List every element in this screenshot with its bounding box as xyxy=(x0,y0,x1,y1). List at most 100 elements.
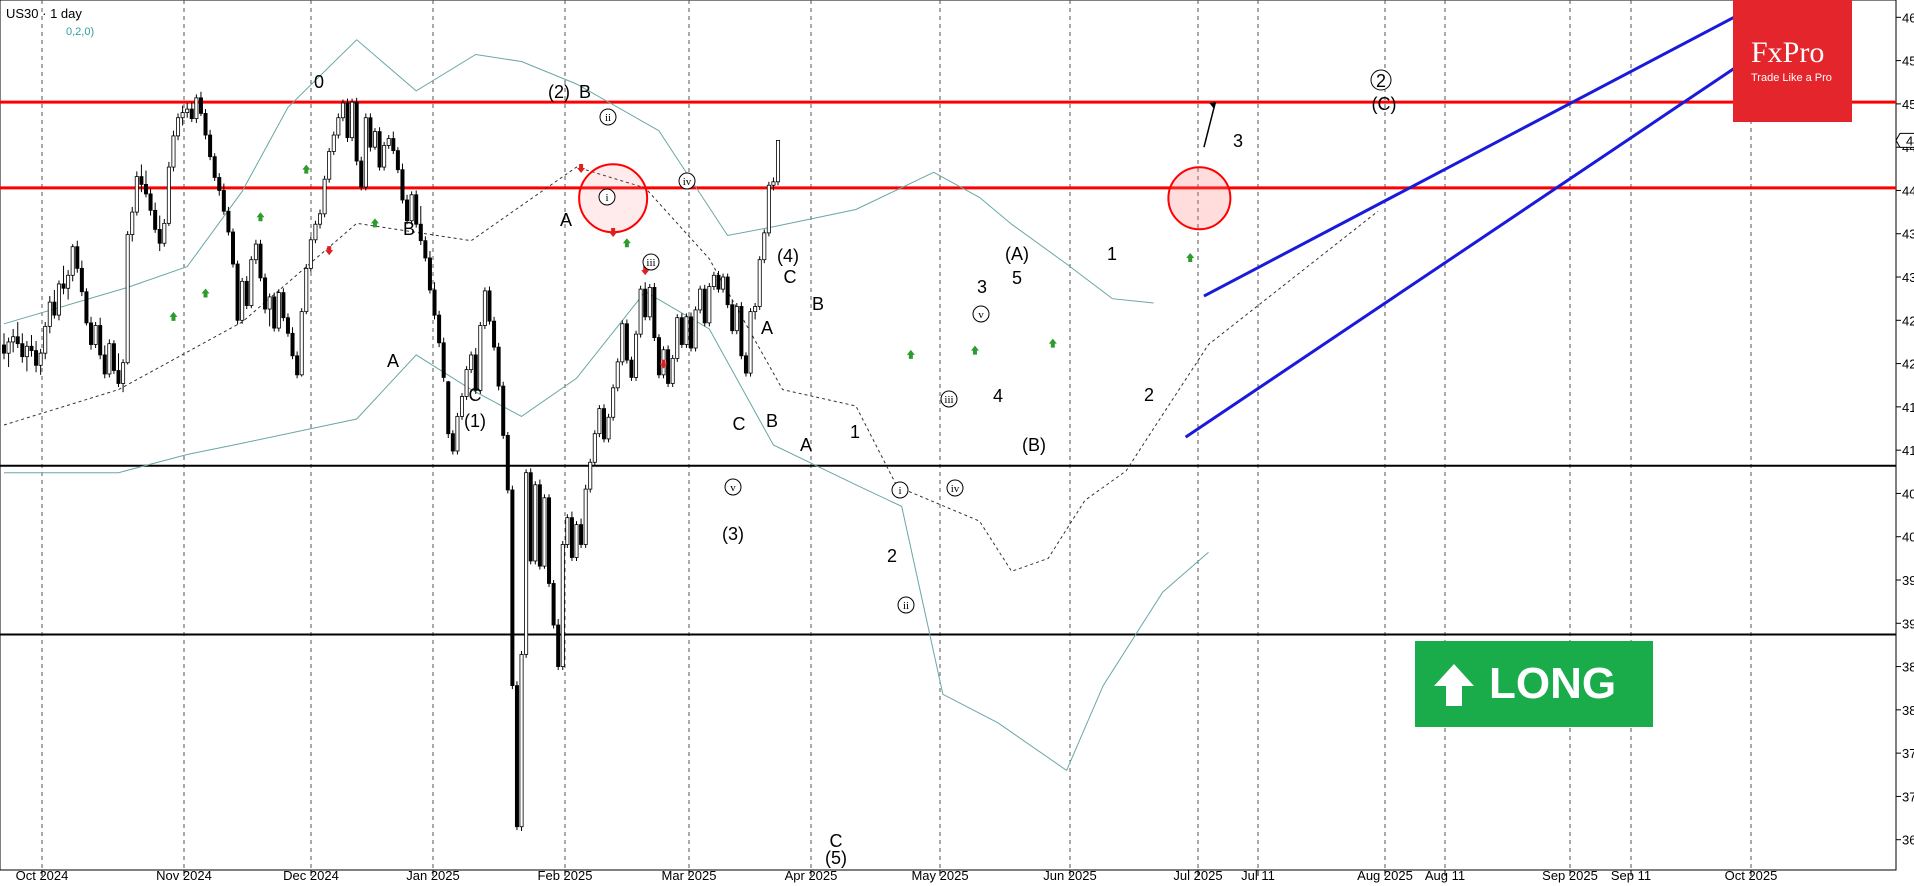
candle xyxy=(162,222,167,244)
candle xyxy=(47,301,52,327)
y-tick-label: 38500 xyxy=(1902,660,1914,675)
candle xyxy=(730,304,735,332)
candle xyxy=(386,138,391,146)
wave-circle xyxy=(678,172,696,190)
plot-frame xyxy=(0,0,1897,871)
candle xyxy=(299,311,304,376)
candle xyxy=(771,181,776,186)
logo-brand: FxPro xyxy=(1751,36,1825,69)
wave-label: C xyxy=(733,414,746,434)
x-tick-label: Jun 2025 xyxy=(1043,868,1097,883)
bollinger-middle-band xyxy=(3,166,1379,572)
candle xyxy=(464,369,469,397)
candle xyxy=(579,524,584,545)
candle xyxy=(20,343,25,358)
x-tick-label: Aug 11 xyxy=(1425,868,1465,883)
circled-wave-label: iii xyxy=(646,257,655,269)
candle xyxy=(547,497,552,584)
channel-line xyxy=(1203,0,1771,298)
x-tick-label: Apr 2025 xyxy=(785,868,838,883)
fxpro-logo: FxPro Trade Like a Pro xyxy=(1733,0,1852,122)
candle xyxy=(446,381,451,435)
candle xyxy=(734,306,739,332)
y-tick-label: 42500 xyxy=(1902,313,1914,328)
x-tick-label: Feb 2025 xyxy=(538,868,593,883)
candle xyxy=(89,322,94,345)
candle xyxy=(743,355,748,374)
candle xyxy=(597,408,602,435)
signal-down-arrow xyxy=(609,228,618,237)
circled-wave-label: 2 xyxy=(1376,71,1386,91)
wave-label: A xyxy=(560,210,572,230)
wave-label: (3) xyxy=(722,524,744,544)
y-tick-label: 39500 xyxy=(1902,573,1914,588)
candle xyxy=(560,544,565,667)
candle xyxy=(698,288,703,311)
candle xyxy=(166,166,171,224)
candle xyxy=(606,416,611,440)
signal-up-arrow xyxy=(1186,252,1195,262)
candle xyxy=(295,355,300,376)
candle xyxy=(61,283,66,289)
candle xyxy=(528,472,533,562)
candle xyxy=(308,239,313,269)
candle xyxy=(766,184,771,234)
wave-label: B xyxy=(403,219,415,239)
candle xyxy=(656,337,661,376)
candle xyxy=(776,140,781,183)
long-label: LONG xyxy=(1489,659,1617,708)
candle xyxy=(569,517,574,558)
candle xyxy=(748,311,753,374)
candle xyxy=(679,317,684,345)
x-tick-label: Sep 2025 xyxy=(1542,868,1598,883)
circled-wave-label: i xyxy=(898,485,901,497)
candle xyxy=(601,408,606,440)
candle xyxy=(716,274,721,290)
candle xyxy=(107,343,112,375)
candle xyxy=(542,497,547,567)
signal-down-arrow xyxy=(577,163,586,173)
candle xyxy=(116,370,121,384)
candle xyxy=(670,357,675,384)
candle xyxy=(15,336,20,345)
wave-label: A xyxy=(761,318,773,338)
candle xyxy=(533,484,538,562)
x-tick-label: Dec 2024 xyxy=(283,868,339,883)
signal-down-arrow xyxy=(659,359,668,369)
x-tick-label: Oct 2025 xyxy=(1725,868,1778,883)
candle xyxy=(441,342,446,378)
wave-label: (C) xyxy=(1372,94,1397,114)
candle xyxy=(405,199,410,222)
wave-circle xyxy=(891,481,909,499)
signal-up-arrow xyxy=(370,218,379,228)
candle xyxy=(75,246,80,269)
wave-label: 3 xyxy=(1233,131,1243,151)
wave-label: 5 xyxy=(1012,268,1022,288)
signal-down-arrow xyxy=(325,246,334,256)
y-tick-label: 36500 xyxy=(1902,833,1914,848)
x-tick-label: May 2025 xyxy=(911,868,968,883)
wave-label: C xyxy=(784,267,797,287)
candle xyxy=(34,350,39,366)
candle xyxy=(226,210,231,233)
long-signal-badge: LONG xyxy=(1415,641,1653,727)
x-tick-label: Nov 2024 xyxy=(156,868,212,883)
candle xyxy=(38,352,43,366)
circled-wave-label: v xyxy=(730,482,736,494)
candle xyxy=(377,131,382,168)
candle xyxy=(134,176,139,213)
circled-wave-label: iii xyxy=(944,394,953,406)
candle xyxy=(510,489,515,687)
candle xyxy=(432,289,437,316)
wave-label: 1 xyxy=(1107,244,1117,264)
wave-label: (2) xyxy=(548,82,570,102)
candle xyxy=(391,138,396,152)
candle xyxy=(482,290,487,326)
candle xyxy=(56,283,61,316)
signal-up-arrow xyxy=(256,212,265,222)
candle xyxy=(615,361,620,389)
wave-circle xyxy=(724,478,742,496)
candle xyxy=(684,316,689,345)
y-tick-label: 39000 xyxy=(1902,616,1914,631)
